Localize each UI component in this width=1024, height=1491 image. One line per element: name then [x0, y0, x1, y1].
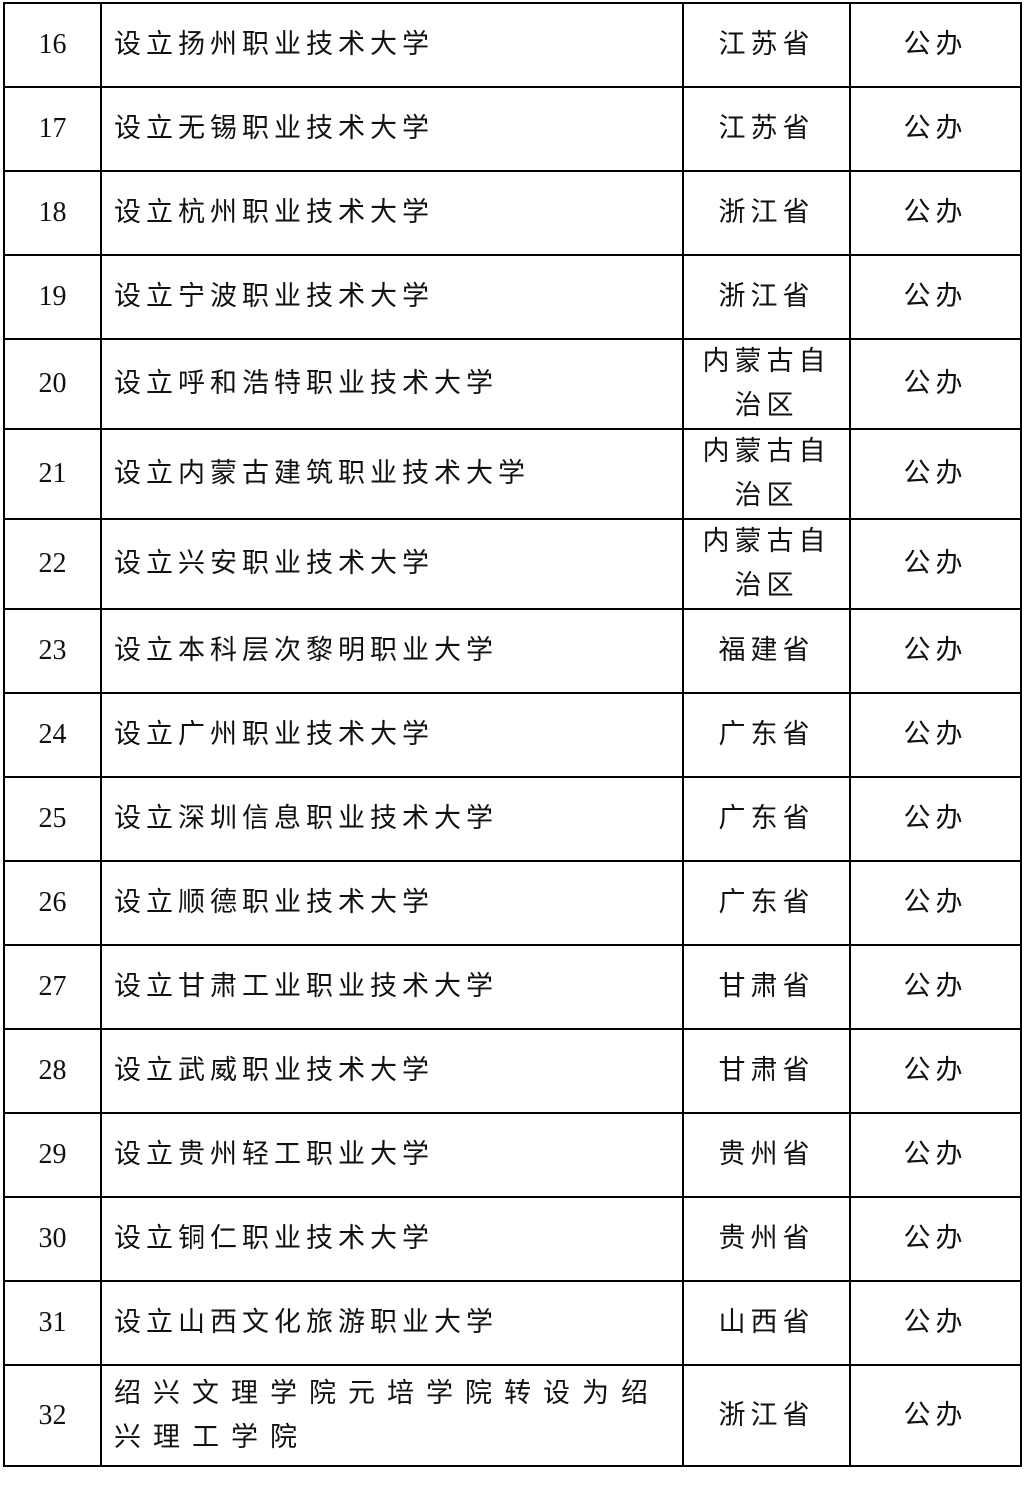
ownership: 公办: [849, 608, 1022, 694]
province: 贵州省: [682, 1196, 851, 1282]
table-row: 21 设立内蒙古建筑职业技术大学 内蒙古自治区 公办: [3, 428, 1022, 520]
table-row: 31 设立山西文化旅游职业大学 山西省 公办: [3, 1280, 1022, 1366]
row-number: 21: [3, 428, 102, 520]
row-number: 30: [3, 1196, 102, 1282]
item-name: 设立宁波职业技术大学: [100, 254, 684, 340]
item-name: 设立甘肃工业职业技术大学: [100, 944, 684, 1030]
table-row: 24 设立广州职业技术大学 广东省 公办: [3, 692, 1022, 778]
item-name: 设立内蒙古建筑职业技术大学: [100, 428, 684, 520]
item-name: 设立无锡职业技术大学: [100, 86, 684, 172]
table-row: 16 设立扬州职业技术大学 江苏省 公办: [3, 2, 1022, 88]
row-number: 25: [3, 776, 102, 862]
row-number: 22: [3, 518, 102, 610]
table-row: 23 设立本科层次黎明职业大学 福建省 公办: [3, 608, 1022, 694]
table-row: 25 设立深圳信息职业技术大学 广东省 公办: [3, 776, 1022, 862]
row-number: 31: [3, 1280, 102, 1366]
ownership: 公办: [849, 692, 1022, 778]
row-number: 32: [3, 1364, 102, 1467]
province: 甘肃省: [682, 1028, 851, 1114]
province: 浙江省: [682, 254, 851, 340]
table-row: 26 设立顺德职业技术大学 广东省 公办: [3, 860, 1022, 946]
row-number: 27: [3, 944, 102, 1030]
ownership: 公办: [849, 1028, 1022, 1114]
province: 广东省: [682, 776, 851, 862]
province: 内蒙古自治区: [682, 338, 851, 430]
item-name: 设立深圳信息职业技术大学: [100, 776, 684, 862]
item-name: 设立武威职业技术大学: [100, 1028, 684, 1114]
table-row: 27 设立甘肃工业职业技术大学 甘肃省 公办: [3, 944, 1022, 1030]
item-name: 设立山西文化旅游职业大学: [100, 1280, 684, 1366]
item-name: 绍兴文理学院元培学院转设为绍兴理工学院: [100, 1364, 684, 1467]
table-row: 28 设立武威职业技术大学 甘肃省 公办: [3, 1028, 1022, 1114]
row-number: 23: [3, 608, 102, 694]
province: 广东省: [682, 692, 851, 778]
ownership: 公办: [849, 860, 1022, 946]
province: 贵州省: [682, 1112, 851, 1198]
row-number: 24: [3, 692, 102, 778]
table-row: 18 设立杭州职业技术大学 浙江省 公办: [3, 170, 1022, 256]
row-number: 29: [3, 1112, 102, 1198]
province: 甘肃省: [682, 944, 851, 1030]
ownership: 公办: [849, 776, 1022, 862]
table-row: 29 设立贵州轻工职业大学 贵州省 公办: [3, 1112, 1022, 1198]
row-number: 19: [3, 254, 102, 340]
ownership: 公办: [849, 254, 1022, 340]
ownership: 公办: [849, 338, 1022, 430]
table-row: 17 设立无锡职业技术大学 江苏省 公办: [3, 86, 1022, 172]
ownership: 公办: [849, 1280, 1022, 1366]
item-name: 设立兴安职业技术大学: [100, 518, 684, 610]
row-number: 26: [3, 860, 102, 946]
ownership: 公办: [849, 1112, 1022, 1198]
province: 浙江省: [682, 170, 851, 256]
item-name: 设立杭州职业技术大学: [100, 170, 684, 256]
table-body: 16 设立扬州职业技术大学 江苏省 公办 17 设立无锡职业技术大学 江苏省 公办 18 设立杭州…: [3, 2, 1022, 1467]
ownership: 公办: [849, 944, 1022, 1030]
table-row: 20 设立呼和浩特职业技术大学 内蒙古自治区 公办: [3, 338, 1022, 430]
province: 山西省: [682, 1280, 851, 1366]
item-name: 设立贵州轻工职业大学: [100, 1112, 684, 1198]
table-row: 30 设立铜仁职业技术大学 贵州省 公办: [3, 1196, 1022, 1282]
item-name: 设立本科层次黎明职业大学: [100, 608, 684, 694]
province: 江苏省: [682, 2, 851, 88]
province: 福建省: [682, 608, 851, 694]
table-row: 19 设立宁波职业技术大学 浙江省 公办: [3, 254, 1022, 340]
item-name: 设立广州职业技术大学: [100, 692, 684, 778]
row-number: 28: [3, 1028, 102, 1114]
row-number: 17: [3, 86, 102, 172]
province: 江苏省: [682, 86, 851, 172]
province: 内蒙古自治区: [682, 518, 851, 610]
item-name: 设立扬州职业技术大学: [100, 2, 684, 88]
item-name: 设立铜仁职业技术大学: [100, 1196, 684, 1282]
province: 内蒙古自治区: [682, 428, 851, 520]
item-name: 设立呼和浩特职业技术大学: [100, 338, 684, 430]
province: 广东省: [682, 860, 851, 946]
row-number: 20: [3, 338, 102, 430]
ownership: 公办: [849, 1364, 1022, 1467]
ownership: 公办: [849, 428, 1022, 520]
row-number: 18: [3, 170, 102, 256]
ownership: 公办: [849, 1196, 1022, 1282]
province: 浙江省: [682, 1364, 851, 1467]
ownership: 公办: [849, 518, 1022, 610]
table-row: 22 设立兴安职业技术大学 内蒙古自治区 公办: [3, 518, 1022, 610]
item-name: 设立顺德职业技术大学: [100, 860, 684, 946]
ownership: 公办: [849, 170, 1022, 256]
table-row: 32 绍兴文理学院元培学院转设为绍兴理工学院 浙江省 公办: [3, 1364, 1022, 1467]
ownership: 公办: [849, 2, 1022, 88]
ownership: 公办: [849, 86, 1022, 172]
row-number: 16: [3, 2, 102, 88]
table: 16 设立扬州职业技术大学 江苏省 公办 17 设立无锡职业技术大学 江苏省 公办 18 设立杭州…: [3, 2, 1022, 1467]
